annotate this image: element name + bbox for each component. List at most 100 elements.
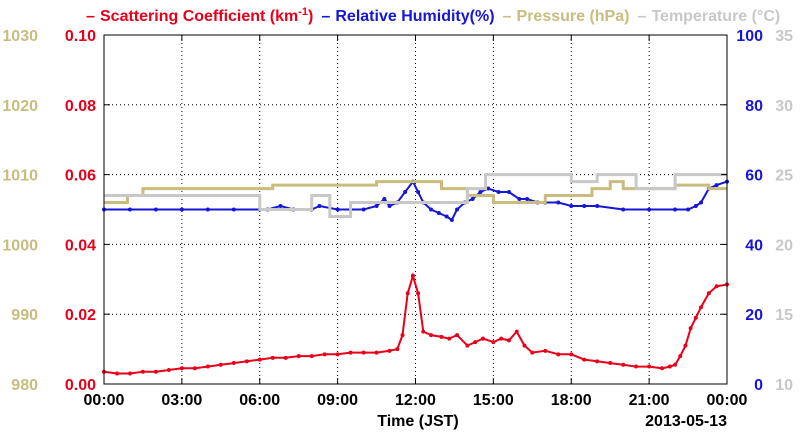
series-layer xyxy=(102,173,729,376)
data-point xyxy=(127,371,132,376)
data-point xyxy=(473,340,478,345)
legend: – Scattering Coefficient (km-1) – Relative … xyxy=(86,6,780,25)
data-point xyxy=(231,361,236,366)
data-point xyxy=(480,336,485,341)
data-point xyxy=(673,362,678,367)
data-point xyxy=(309,354,314,359)
legend-dash: – xyxy=(637,8,646,25)
data-point xyxy=(582,357,587,362)
data-point xyxy=(317,204,322,209)
temperature-tick-label: 30 xyxy=(775,98,793,115)
data-point xyxy=(218,362,223,367)
temperature-tick-label: 25 xyxy=(775,168,793,185)
data-point xyxy=(683,343,688,348)
data-point xyxy=(192,366,197,371)
x-tick-label: 03:00 xyxy=(161,392,202,409)
data-point xyxy=(595,359,600,364)
data-point xyxy=(569,204,574,209)
legend-dash: – xyxy=(86,8,95,25)
data-point xyxy=(429,207,434,212)
legend-label: Temperature (°C) xyxy=(651,8,780,25)
scattering-tick-label: 0.10 xyxy=(65,28,96,45)
x-tick-label: 18:00 xyxy=(551,392,592,409)
data-point xyxy=(296,354,301,359)
data-point xyxy=(387,348,392,353)
data-point xyxy=(348,350,353,355)
data-point xyxy=(647,207,652,212)
data-point xyxy=(556,352,561,357)
data-point xyxy=(400,333,405,338)
data-point xyxy=(374,204,379,209)
x-tick-label: 06:00 xyxy=(239,392,280,409)
data-point xyxy=(465,343,470,348)
data-point xyxy=(582,204,587,209)
data-point xyxy=(335,207,340,212)
data-point xyxy=(595,204,600,209)
data-point xyxy=(506,190,511,195)
data-point xyxy=(405,291,410,296)
data-point xyxy=(114,371,119,376)
pressure-tick-label: 1010 xyxy=(2,168,38,185)
data-point xyxy=(395,347,400,352)
data-point xyxy=(153,369,158,374)
x-tick-label: 12:00 xyxy=(395,392,436,409)
scattering-tick-label: 0.04 xyxy=(65,237,96,254)
data-point xyxy=(621,362,626,367)
temperature-tick-label: 10 xyxy=(775,377,793,394)
data-point xyxy=(444,214,449,219)
data-point xyxy=(270,355,275,360)
series-line xyxy=(103,272,728,375)
data-point xyxy=(647,364,652,369)
data-point xyxy=(714,284,719,289)
temperature-tick-label: 15 xyxy=(775,307,793,324)
legend-label: Pressure (hPa) xyxy=(517,8,630,25)
data-point xyxy=(706,291,711,296)
data-point xyxy=(244,359,249,364)
humidity-tick-label: 100 xyxy=(736,28,763,45)
data-point xyxy=(278,204,283,209)
legend-label: Scattering Coefficient (km-1) xyxy=(100,6,313,25)
pressure-tick-label: 990 xyxy=(11,307,38,324)
x-tick-label: 00:00 xyxy=(707,392,748,409)
legend-item: – Pressure (hPa) xyxy=(503,8,630,25)
scattering-tick-label: 0.06 xyxy=(65,168,96,185)
data-point xyxy=(543,348,548,353)
data-point xyxy=(439,334,444,339)
data-point xyxy=(686,207,691,212)
scattering-tick-label: 0.02 xyxy=(65,307,96,324)
data-point xyxy=(410,273,415,278)
data-point xyxy=(179,207,184,212)
data-point xyxy=(522,343,527,348)
x-tick-label: 00:00 xyxy=(84,392,125,409)
data-point xyxy=(673,207,678,212)
data-point xyxy=(667,364,672,369)
data-point xyxy=(447,336,452,341)
data-point xyxy=(556,200,561,205)
data-point xyxy=(525,197,530,202)
legend-item: – Temperature (°C) xyxy=(637,8,780,25)
humidity-tick-label: 0 xyxy=(754,377,763,394)
scattering-tick-label: 0.08 xyxy=(65,98,96,115)
humidity-tick-label: 60 xyxy=(745,168,763,185)
x-tick-label: 21:00 xyxy=(629,392,670,409)
data-point xyxy=(621,207,626,212)
data-point xyxy=(416,190,421,195)
temperature-tick-label: 20 xyxy=(775,237,793,254)
data-point xyxy=(403,190,408,195)
legend-dash: – xyxy=(503,8,512,25)
date-label: 2013-05-13 xyxy=(645,413,727,430)
axes-layer: 00:00 03:00 06:00 09:00 12:00 15:00 18:00 21:00… xyxy=(2,28,793,409)
data-point xyxy=(699,305,704,310)
data-point xyxy=(499,336,504,341)
data-point xyxy=(693,204,698,209)
legend-item: – Scattering Coefficient (km-1) xyxy=(86,6,313,25)
data-point xyxy=(283,355,288,360)
data-point xyxy=(166,368,171,373)
data-point xyxy=(449,217,454,222)
series-temperature xyxy=(104,173,727,218)
data-point xyxy=(496,190,501,195)
data-point xyxy=(257,357,262,362)
pressure-tick-label: 1030 xyxy=(2,28,38,45)
data-point xyxy=(382,197,387,202)
